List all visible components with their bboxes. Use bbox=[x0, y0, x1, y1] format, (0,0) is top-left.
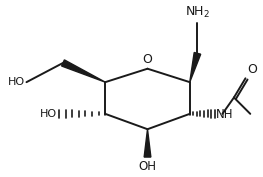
Polygon shape bbox=[144, 129, 151, 157]
Polygon shape bbox=[190, 52, 201, 82]
Text: HO: HO bbox=[7, 77, 24, 87]
Polygon shape bbox=[62, 60, 105, 82]
Text: HO: HO bbox=[40, 109, 57, 119]
Text: O: O bbox=[143, 53, 153, 66]
Text: O: O bbox=[247, 63, 257, 76]
Text: NH: NH bbox=[216, 108, 233, 121]
Text: NH$_2$: NH$_2$ bbox=[185, 5, 210, 20]
Text: OH: OH bbox=[139, 160, 156, 173]
